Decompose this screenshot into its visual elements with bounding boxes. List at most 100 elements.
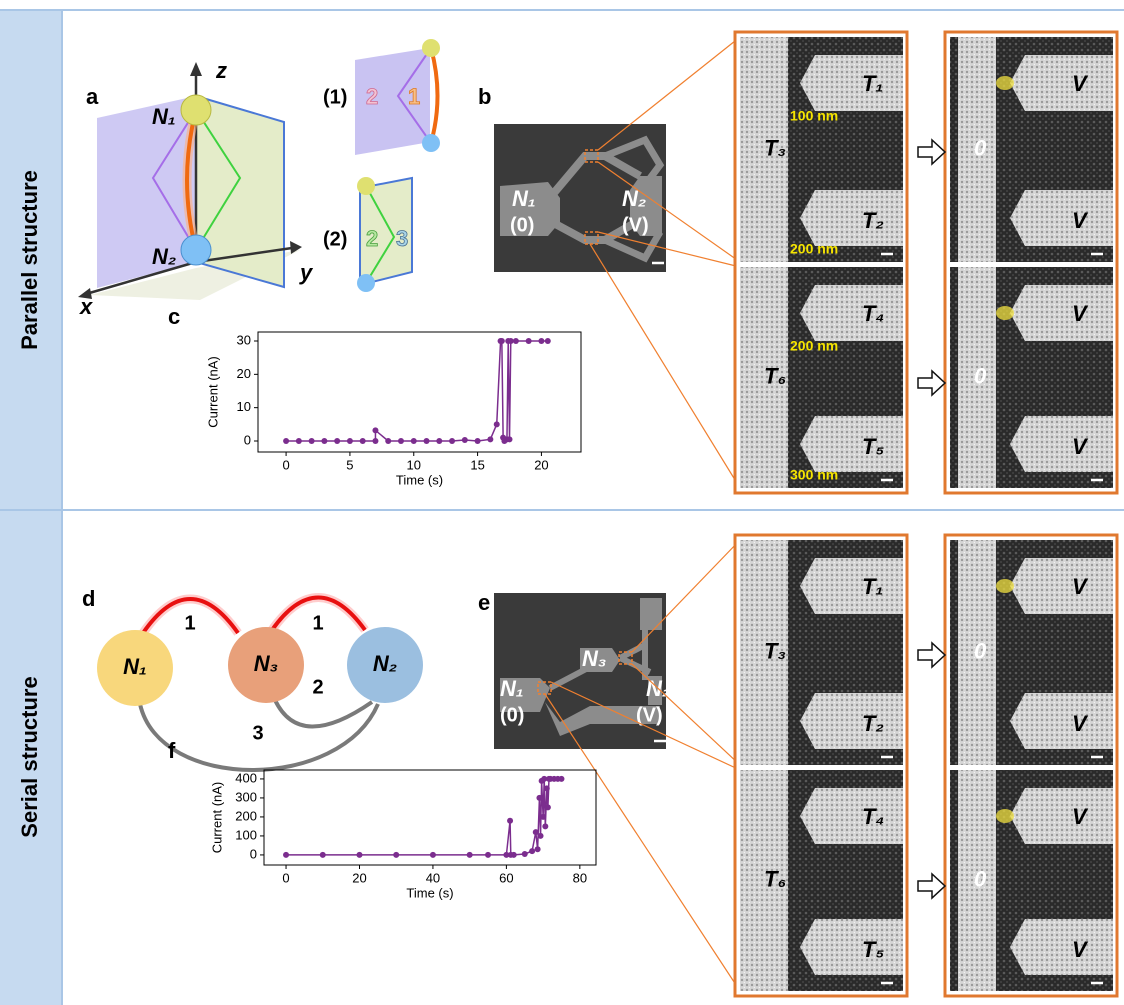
electrode: [1010, 919, 1113, 975]
data-point: [511, 852, 517, 858]
panel-letter: b: [478, 84, 491, 109]
panel-letter: c: [168, 304, 180, 329]
electrode-label: T₄: [862, 804, 884, 829]
electrode: [1010, 788, 1113, 844]
electrode: [800, 190, 903, 246]
node-label: N₃: [582, 646, 606, 671]
x-axis-label: Time (s): [406, 885, 453, 900]
y-tick-label: 100: [235, 827, 257, 842]
electrode-label: T₃: [764, 638, 786, 663]
node-label: N₂: [152, 244, 176, 269]
y-tick-label: 10: [237, 399, 251, 414]
node-label: N₂: [622, 186, 646, 211]
data-point: [538, 338, 544, 344]
data-point: [542, 823, 548, 829]
path-label: 2: [366, 84, 378, 109]
electrode: [800, 558, 903, 614]
electrode-label: T₅: [862, 434, 884, 459]
panel-letter: a: [86, 84, 99, 109]
data-point: [360, 438, 366, 444]
potential: (0): [510, 214, 534, 236]
arrow: [918, 371, 945, 395]
glow: [996, 306, 1014, 320]
data-point: [398, 438, 404, 444]
electrode-label: T₅: [862, 937, 884, 962]
y-tick-label: 0: [244, 432, 251, 447]
pad: [640, 598, 662, 630]
inset-tag: (1): [323, 86, 347, 108]
y-tick-label: 400: [235, 770, 257, 785]
glow: [996, 809, 1014, 823]
electrode-label: V: [1072, 301, 1089, 326]
gap-label: 100 nm: [790, 108, 838, 124]
glow: [996, 76, 1014, 90]
electrode: [1010, 693, 1113, 749]
data-point: [424, 438, 430, 444]
data-point: [487, 436, 493, 442]
data-point: [347, 438, 353, 444]
y-axis-label: Current (nA): [205, 356, 220, 428]
data-point: [545, 338, 551, 344]
data-point: [499, 338, 505, 344]
node: [357, 274, 375, 292]
y-tick-label: 300: [235, 789, 257, 804]
data-point: [507, 436, 513, 442]
panel-a: a z x y N₁ N₂ (1) 2 1 (2) 2 3: [78, 39, 440, 319]
data-line: [286, 341, 548, 441]
data-point: [535, 846, 541, 852]
row-label: Parallel structure: [17, 170, 42, 350]
data-point: [321, 438, 327, 444]
data-point: [283, 852, 289, 858]
electrode-label: V: [1072, 804, 1089, 829]
node: [181, 235, 211, 265]
x-axis-label: Time (s): [396, 472, 443, 487]
panel-letter: e: [478, 590, 490, 615]
data-point: [536, 795, 542, 801]
data-point: [545, 804, 551, 810]
panel-letter: f: [168, 738, 176, 763]
link-label: 3: [252, 722, 263, 744]
data-point: [558, 776, 564, 782]
data-line: [286, 779, 561, 855]
electrode-label: V: [1072, 711, 1089, 736]
potential: (V): [622, 214, 649, 236]
data-point: [485, 852, 491, 858]
data-point: [522, 851, 528, 857]
data-point: [283, 438, 289, 444]
electrode: [1010, 55, 1113, 111]
electrode-label: T₆: [764, 866, 786, 891]
electrode-label: V: [1072, 937, 1089, 962]
data-point: [544, 785, 550, 791]
path: [431, 48, 438, 143]
electrode-label: V: [1072, 434, 1089, 459]
x-tick-label: 15: [470, 457, 484, 472]
link: [275, 700, 372, 727]
node-label: N₁: [123, 654, 147, 679]
x-tick-label: 5: [346, 457, 353, 472]
arrow: [918, 140, 945, 164]
electrode-label: T₃: [764, 135, 786, 160]
electrode: [1010, 285, 1113, 341]
y-tick-label: 30: [237, 332, 251, 347]
connector: [590, 244, 740, 488]
figure: Parallel structure Serial structure a z …: [0, 0, 1124, 1005]
electrode: [800, 788, 903, 844]
electrode: [800, 919, 903, 975]
data-point: [538, 833, 544, 839]
node-label: N₃: [254, 651, 278, 676]
node-label: N₂: [373, 651, 397, 676]
link-label: 1: [312, 612, 323, 634]
panel-e: e N₁ (0) N₃ N₂ (V): [478, 540, 740, 991]
y-tick-label: 200: [235, 808, 257, 823]
electrode-label: V: [1072, 574, 1089, 599]
electrode-label: T₁: [862, 71, 883, 96]
data-point: [449, 438, 455, 444]
electrode-label: 0: [974, 135, 987, 160]
data-point: [356, 852, 362, 858]
data-point: [533, 829, 539, 835]
node: [181, 95, 211, 125]
data-point: [430, 852, 436, 858]
data-point: [393, 852, 399, 858]
electrode-label: 0: [974, 866, 987, 891]
